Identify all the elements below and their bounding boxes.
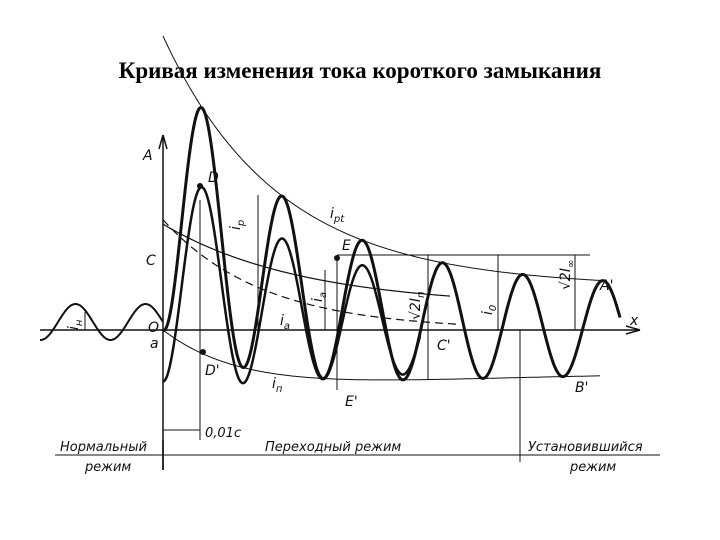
normal-current: [40, 303, 164, 341]
lower-envelope: [162, 329, 601, 381]
point-label: C: [146, 253, 156, 269]
regime-label: режим: [569, 460, 616, 475]
current-label: iн: [66, 319, 85, 330]
current-label: ia: [310, 292, 329, 302]
current-label: ia: [280, 313, 290, 332]
point-label: A': [599, 278, 613, 294]
upper-envelope: [162, 35, 600, 281]
regime-label: Переходный режим: [265, 440, 401, 455]
current-label: √2I∞: [558, 260, 577, 290]
regime-label: Установившийся: [528, 440, 643, 455]
point-label: D': [205, 363, 220, 379]
point-label: D: [208, 170, 219, 186]
point-label: a: [150, 336, 159, 352]
point-e: [334, 255, 340, 261]
current-label: ip: [228, 220, 247, 230]
axis-label: x: [629, 313, 639, 329]
point-label: E': [345, 394, 358, 410]
point-d-prime: [200, 349, 206, 355]
aperiodic: [162, 219, 460, 325]
current-label: √2Iп: [408, 291, 427, 320]
point-label: B': [575, 380, 588, 396]
arrow: [625, 325, 641, 335]
time-step: 0,01c: [205, 426, 241, 441]
point-d: [197, 183, 203, 189]
inner-current: [162, 185, 422, 385]
point-label: E: [342, 238, 351, 254]
current-label: i0: [480, 305, 499, 315]
periodic-envelope: [162, 223, 451, 297]
point-label: C': [437, 338, 451, 354]
point-label: A: [142, 148, 153, 164]
current-label: ipt: [330, 206, 345, 225]
regime-label: режим: [84, 460, 131, 475]
arrow: [158, 134, 168, 150]
regime-label: Нормальный: [60, 440, 147, 455]
point-label: O: [148, 320, 159, 336]
title: Кривая изменения тока короткого замыкани…: [119, 58, 602, 83]
axes: [40, 134, 660, 470]
current-label: iп: [272, 376, 283, 395]
